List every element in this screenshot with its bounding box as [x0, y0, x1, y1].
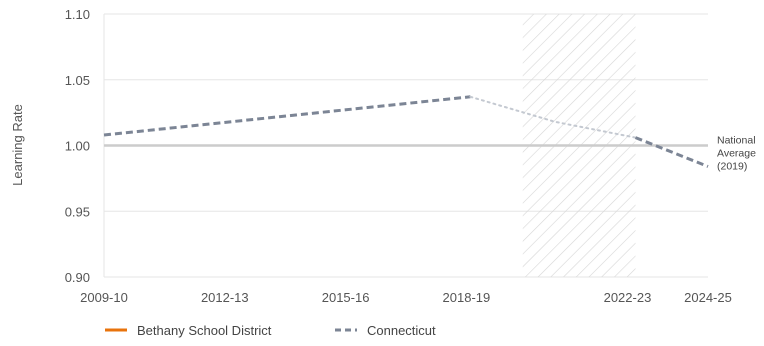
y-tick-label: 1.05	[65, 73, 90, 88]
series-layer	[103, 95, 709, 168]
series-line-connecticut	[469, 95, 637, 139]
x-tick-label: 2024-25	[684, 290, 732, 305]
series-line-connecticut	[103, 95, 471, 137]
x-tick-label: 2009-10	[80, 290, 128, 305]
legend-label: Connecticut	[367, 323, 436, 338]
x-tick-label: 2018-19	[443, 290, 491, 305]
legend-label: Bethany School District	[137, 323, 272, 338]
legend: Bethany School District Connecticut	[105, 323, 436, 338]
x-tick-label: 2012-13	[201, 290, 249, 305]
axis-labels-layer: 0.90 0.95 1.00 1.05 1.10 2009-10 2012-13 2015-1…	[65, 7, 732, 305]
y-tick-label: 1.10	[65, 7, 90, 22]
x-tick-label: 2015-16	[322, 290, 370, 305]
y-tick-label: 0.95	[65, 204, 90, 219]
y-tick-label: 0.90	[65, 270, 90, 285]
reference-layer: National Average (2019)	[104, 135, 756, 173]
national-average-label: National Average (2019)	[717, 135, 756, 173]
series-line-connecticut	[634, 136, 709, 168]
y-tick-label: 1.00	[65, 139, 90, 154]
x-tick-label: 2022-23	[604, 290, 652, 305]
y-axis-title: Learning Rate	[10, 104, 25, 186]
